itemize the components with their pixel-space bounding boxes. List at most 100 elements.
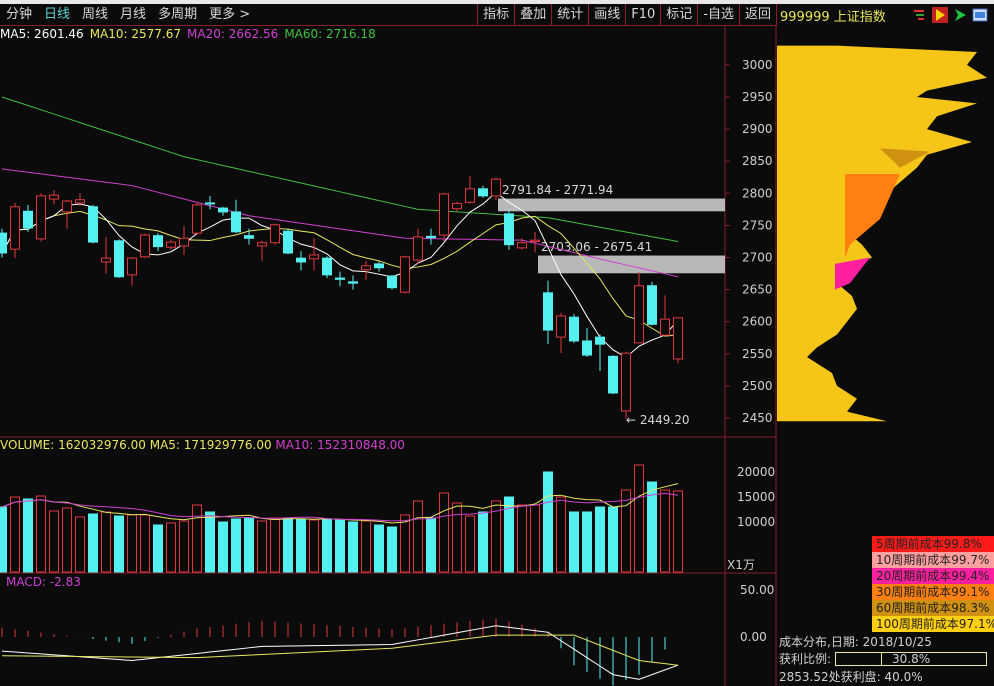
price-tick-label: 2550 — [742, 347, 773, 361]
candle-down — [205, 202, 215, 205]
candle-up — [309, 254, 319, 260]
chip-legend-item: 60周期前成本98.3% — [872, 600, 994, 616]
volume-bar — [192, 504, 202, 573]
candle-down — [582, 340, 592, 356]
volume-bar — [296, 518, 306, 573]
security-header: 999999 上证指数 — [776, 4, 994, 26]
volume-bar — [608, 506, 618, 573]
candle-up — [75, 199, 85, 204]
candle-up — [361, 265, 371, 271]
candle-down — [543, 292, 553, 331]
tab-period-4[interactable]: 多周期 — [158, 6, 198, 22]
volume-bar — [660, 489, 670, 573]
candle-up — [36, 195, 46, 240]
profit-bar-fill — [836, 653, 883, 665]
toolbar-button-1[interactable]: 叠加 — [514, 3, 551, 26]
toolbar-button-6[interactable]: -自选 — [697, 3, 739, 26]
toolbar-button-2[interactable]: 统计 — [551, 3, 588, 26]
profit-text: 30.8% — [891, 652, 931, 666]
candle-up — [101, 257, 111, 263]
candle-down — [0, 232, 7, 254]
price-tick-label: 2650 — [742, 283, 773, 297]
volume-bar — [231, 518, 241, 573]
candle-up — [673, 317, 683, 360]
candle-down — [374, 263, 384, 269]
candle-up — [127, 257, 137, 276]
volume-bar — [374, 524, 384, 573]
ma5-line — [1, 191, 679, 358]
volume-ma5: MA5: 171929776.00 — [149, 438, 272, 452]
price-tick-label: 2450 — [742, 411, 773, 425]
candle-down — [114, 240, 124, 278]
profit-bar: 30.8% — [835, 652, 988, 666]
macd-tick-label: 0.00 — [740, 630, 767, 644]
play-green-icon[interactable] — [952, 7, 968, 23]
candle-up — [413, 236, 423, 261]
tab-period-0[interactable]: 分钟 — [6, 6, 33, 22]
candle-up — [517, 242, 527, 249]
volume-bar — [348, 521, 358, 573]
tab-period-5[interactable]: 更多 > — [209, 6, 251, 22]
candle-down — [322, 257, 332, 276]
volume-bar — [530, 504, 540, 573]
volume-bar — [140, 514, 150, 573]
price-tick-label: 3000 — [742, 58, 773, 72]
ma20-value: MA20: 2662.56 — [187, 27, 279, 41]
toolbar-button-4[interactable]: F10 — [625, 3, 660, 26]
candle-up — [166, 241, 176, 248]
volume-bar — [36, 495, 46, 573]
volume-unit: X1万 — [727, 558, 755, 572]
volume-bar — [127, 514, 137, 573]
volume-tick-label: 10000 — [737, 515, 775, 529]
volume-bar — [634, 464, 644, 573]
period-tabs: 分钟 日线 周线 月线 多周期 更多 > — [0, 4, 477, 26]
candle-up — [452, 203, 462, 210]
volume-bar — [569, 511, 579, 573]
candle-up — [530, 239, 540, 242]
tab-period-2[interactable]: 周线 — [82, 6, 109, 22]
volume-bar — [582, 511, 592, 573]
toolbar-button-3[interactable]: 画线 — [588, 3, 625, 26]
volume-bar — [413, 500, 423, 573]
chip-distribution — [777, 45, 987, 422]
toolbar-button-5[interactable]: 标记 — [660, 3, 697, 26]
outside-profit: 2853.52处获利盘: 40.0% — [779, 670, 923, 684]
price-tick-label: 2700 — [742, 251, 773, 265]
low-label: ← 2449.20 — [626, 413, 690, 427]
candle-down — [426, 235, 436, 239]
toolbar-button-7[interactable]: 返回 — [738, 3, 776, 26]
candle-down — [647, 285, 657, 325]
candle-down — [595, 336, 605, 345]
volume-bar — [517, 504, 527, 573]
candle-up — [49, 194, 59, 200]
bars-icon[interactable] — [912, 7, 928, 23]
volume-bar — [218, 521, 228, 573]
volume-bar — [23, 498, 33, 573]
volume-bar — [179, 520, 189, 573]
candle-up — [621, 352, 631, 412]
ma5-value: MA5: 2601.46 — [0, 27, 84, 41]
candle-up — [491, 178, 501, 197]
toolbar-button-0[interactable]: 指标 — [477, 3, 514, 26]
volume-bar — [75, 516, 85, 573]
volume-bar — [257, 520, 267, 573]
volume-bar — [426, 517, 436, 573]
tab-period-3[interactable]: 月线 — [120, 6, 147, 22]
play-red-icon[interactable] — [932, 7, 948, 23]
picture-icon[interactable] — [972, 7, 988, 23]
candle-up — [634, 285, 644, 344]
ma10-value: MA10: 2577.67 — [89, 27, 181, 41]
volume-legend: VOLUME: 162032976.00 MA5: 171929776.00 M… — [0, 438, 405, 452]
profit-label: 获利比例: — [779, 652, 832, 666]
candle-up — [660, 318, 670, 336]
tab-period-1[interactable]: 日线 — [44, 6, 71, 22]
ma60-line — [1, 96, 679, 242]
period-toolbar: 分钟 日线 周线 月线 多周期 更多 > 指标 叠加 统计 画线 F10 标记 -自选 返回 — [0, 3, 776, 26]
volume-bar — [543, 471, 553, 573]
volume-bar — [335, 519, 345, 573]
ma10-line — [1, 210, 679, 337]
chip-overlay-60 — [880, 148, 930, 168]
volume-bar — [101, 511, 111, 573]
volume-bar — [387, 526, 397, 573]
